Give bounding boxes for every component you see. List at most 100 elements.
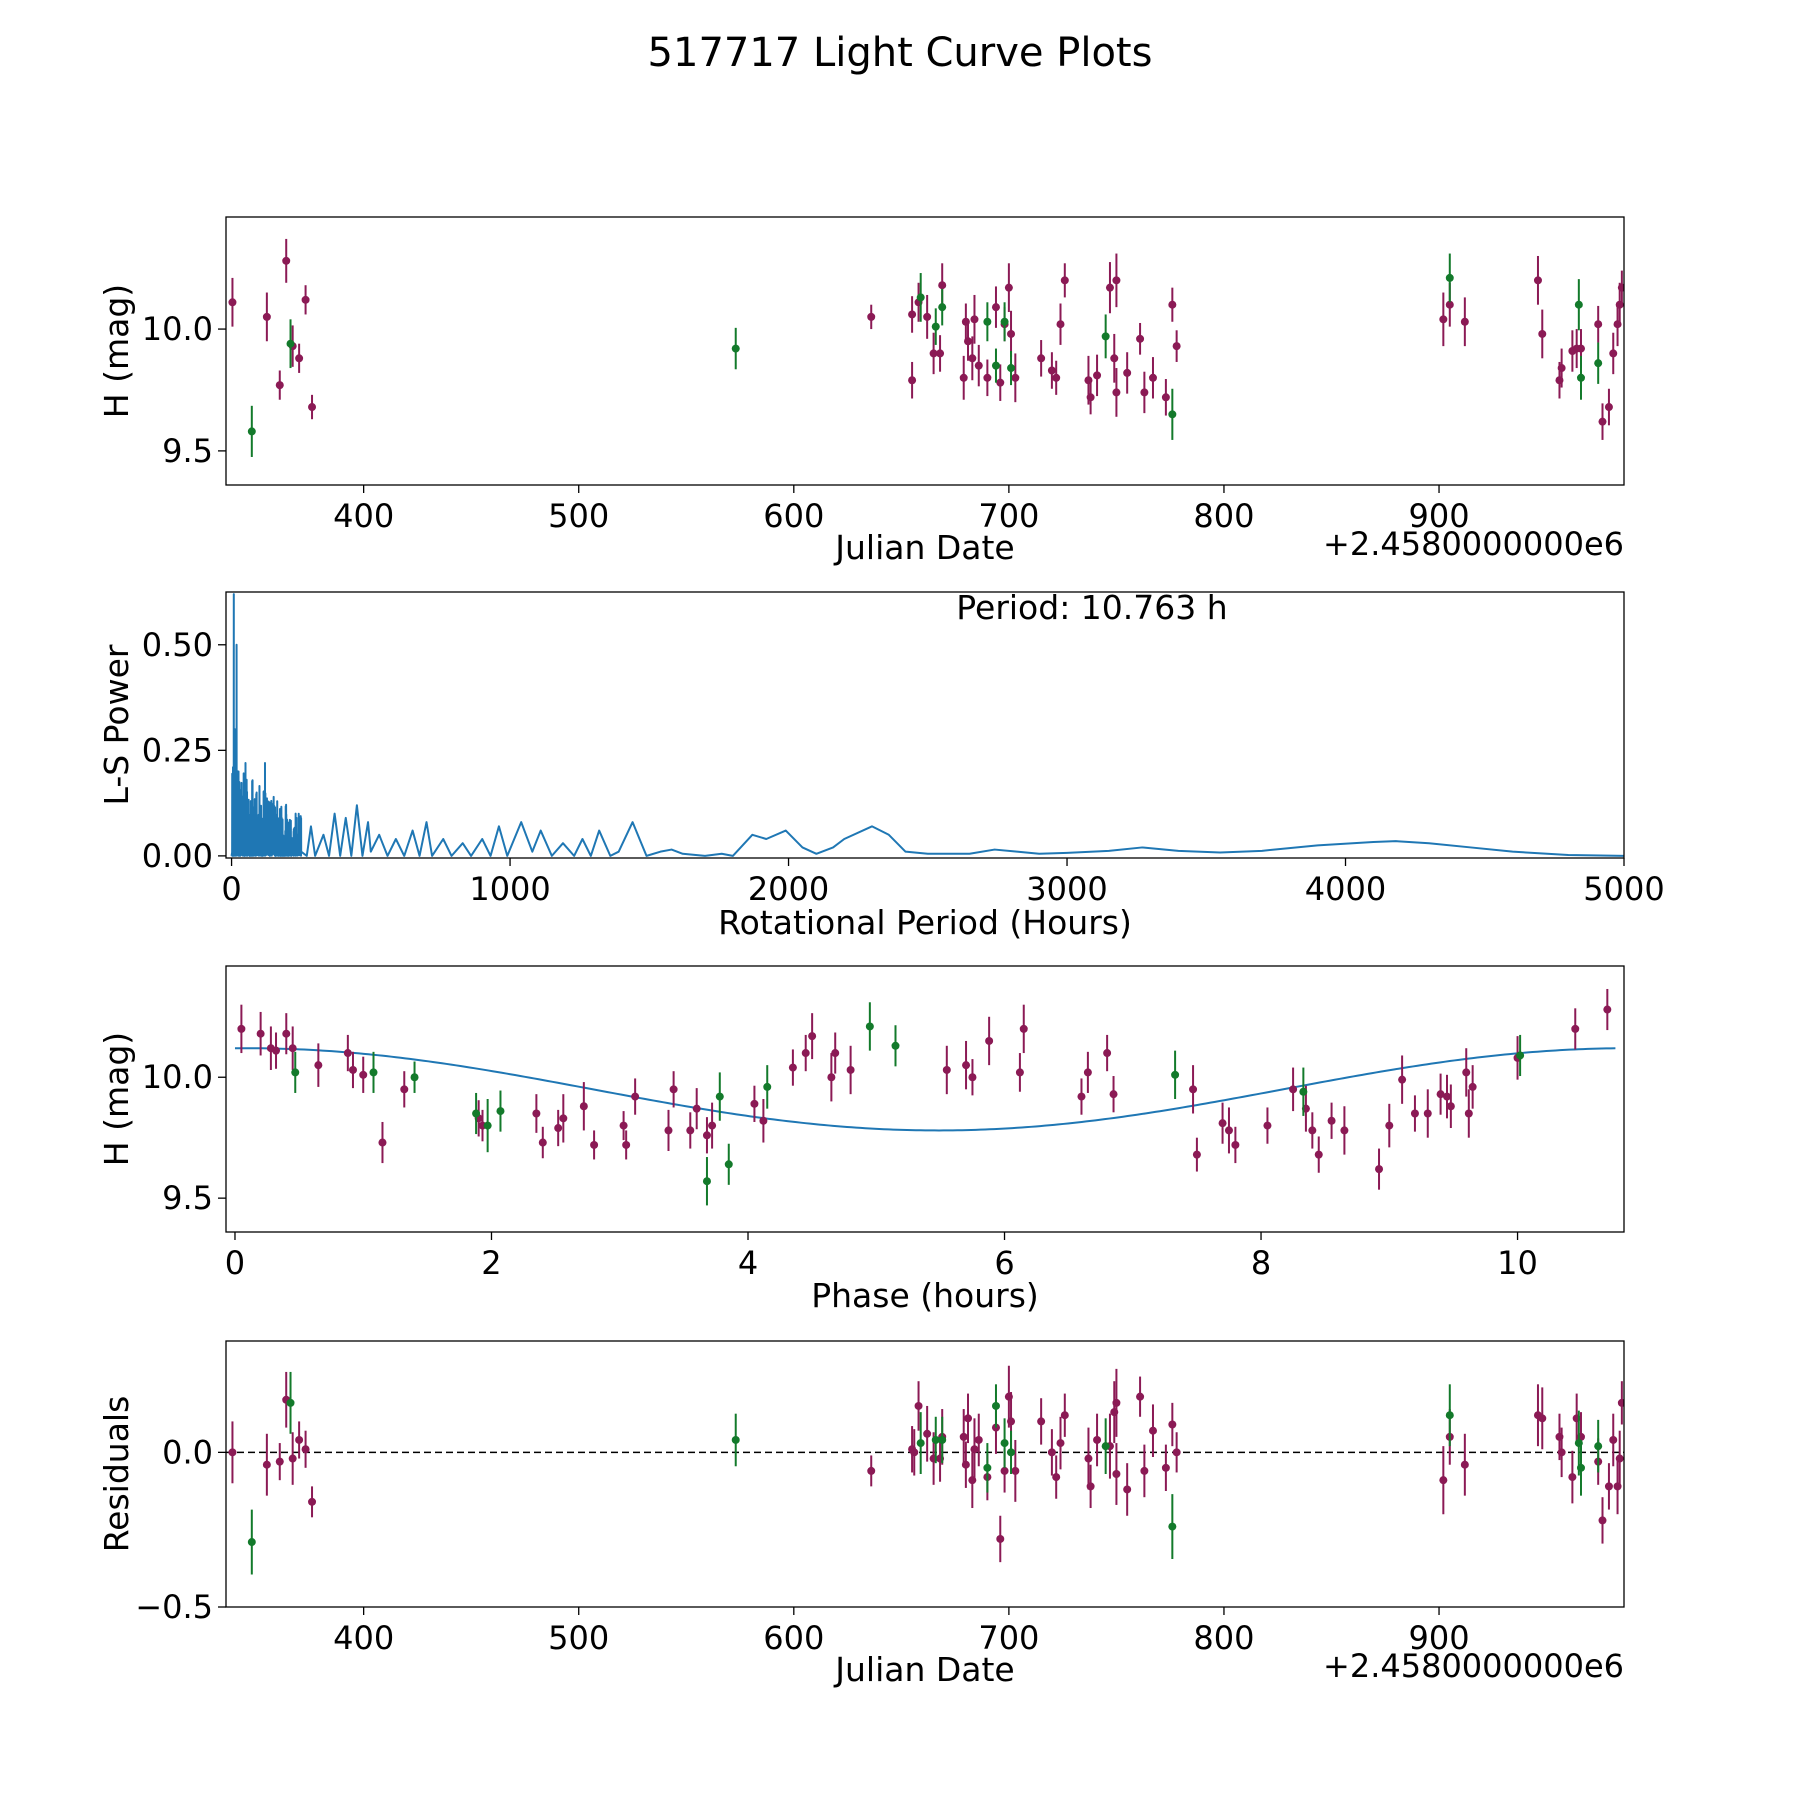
lightcurve-point-band_a: [964, 337, 973, 346]
phased-point-band_a: [1189, 1085, 1198, 1094]
phased-point-band_a: [288, 1044, 297, 1053]
residuals-panel: 400 500 600 700 800 900 −0.5 0.0 Julian Date Re…: [97, 1340, 1625, 1689]
residuals-point-band_b: [938, 1435, 947, 1444]
phased-point-band_a: [1231, 1140, 1240, 1149]
lightcurve-point-band_b: [1101, 332, 1110, 341]
lightcurve-point-band_a: [1594, 320, 1603, 329]
phased-point-band_b: [865, 1022, 874, 1031]
phased-point-band_a: [1446, 1102, 1455, 1111]
residuals-point-band_a: [974, 1435, 983, 1444]
periodogram-frame: [225, 591, 1625, 859]
residuals-xtick-label: 600: [763, 1619, 824, 1657]
periodogram-xlabel: Rotational Period (Hours): [718, 903, 1132, 942]
residuals-point-band_a: [1052, 1473, 1061, 1482]
lightcurve-xtick-label: 900: [1408, 497, 1469, 535]
lightcurve-point-band_b: [991, 361, 1000, 370]
lightcurve-point-band_a: [1168, 300, 1177, 309]
residuals-plot-area: [226, 1365, 1624, 1575]
phased-xtick-label: 2: [481, 1244, 501, 1282]
lightcurve-point-band_b: [1576, 373, 1585, 382]
periodogram-ytick-label: 0.25: [142, 731, 213, 769]
residuals-point-band_b: [1101, 1442, 1110, 1451]
residuals-point-band_a: [308, 1497, 317, 1506]
phased-point-band_a: [1192, 1150, 1201, 1159]
residuals-xlabel: Julian Date: [833, 1650, 1015, 1689]
phased-point-band_a: [1103, 1049, 1112, 1058]
lightcurve-point-band_a: [991, 303, 1000, 312]
phased-point-band_a: [619, 1121, 628, 1130]
residuals-point-band_b: [991, 1401, 1000, 1410]
phased-point-band_a: [538, 1138, 547, 1147]
phased-point-band_a: [1423, 1109, 1432, 1118]
residuals-point-band_a: [970, 1445, 979, 1454]
residuals-point-band_a: [295, 1435, 304, 1444]
phased-point-band_a: [1109, 1090, 1118, 1099]
lightcurve-point-band_a: [1086, 393, 1095, 402]
lightcurve-point-band_a: [282, 256, 291, 265]
phased-point-band_a: [962, 1061, 971, 1070]
lightcurve-point-band_a: [1460, 317, 1469, 326]
phased-ticks: 0 2 4 6 8 10 9.5 10.0: [142, 1058, 1538, 1282]
phased-xtick-label: 8: [1251, 1244, 1271, 1282]
phased-point-band_a: [579, 1102, 588, 1111]
lightcurve-point-band_a: [929, 349, 938, 358]
phased-point-band_b: [763, 1082, 772, 1091]
phased-point-band_b: [702, 1177, 711, 1186]
lightcurve-point-band_a: [262, 312, 271, 321]
residuals-point-band_a: [1084, 1454, 1093, 1463]
lightcurve-point-band_a: [1439, 315, 1448, 324]
phased-point-band_a: [1385, 1121, 1394, 1130]
lightcurve-point-band_a: [1533, 276, 1542, 285]
phased-point-band_b: [369, 1068, 378, 1077]
phased-point-band_a: [272, 1046, 281, 1055]
residuals-point-band_a: [1617, 1398, 1624, 1407]
phased-point-band_a: [1410, 1109, 1419, 1118]
residuals-point-band_a: [1037, 1417, 1046, 1426]
residuals-point-band_b: [1576, 1463, 1585, 1472]
phased-point-band_b: [496, 1107, 505, 1116]
phased-point-band_a: [759, 1116, 768, 1125]
phased-ytick-label: 10.0: [142, 1058, 213, 1096]
phased-point-band_b: [724, 1160, 733, 1169]
periodogram-ytick-label: 0.50: [142, 626, 213, 664]
lightcurve-point-band_a: [1576, 344, 1585, 353]
residuals-point-band_a: [1568, 1473, 1577, 1482]
residuals-point-band_b: [916, 1439, 925, 1448]
phased-point-band_b: [1516, 1051, 1525, 1060]
residuals-xtick-label: 800: [1193, 1619, 1254, 1657]
residuals-xtick-label: 400: [333, 1619, 394, 1657]
phased-point-band_a: [554, 1124, 563, 1133]
phased-point-band_a: [282, 1029, 291, 1038]
residuals-point-band_a: [1140, 1466, 1149, 1475]
lightcurve-point-band_a: [1172, 342, 1181, 351]
phased-point-band_a: [1436, 1090, 1445, 1099]
periodogram-power-line: [230, 593, 1624, 857]
lightcurve-xtick-label: 700: [978, 497, 1039, 535]
lightcurve-point-band_a: [1105, 283, 1114, 292]
phased-point-band_a: [631, 1092, 640, 1101]
lightcurve-panel: 400 500 600 700 800 900 9.5 10.0 Julian Date H …: [97, 216, 1625, 567]
lightcurve-point-band_a: [1148, 373, 1157, 382]
lightcurve-point-band_a: [1136, 334, 1145, 343]
residuals-ylabel: Residuals: [97, 1396, 136, 1553]
phased-point-band_a: [237, 1024, 246, 1033]
phased-point-band_a: [808, 1032, 817, 1041]
residuals-point-band_a: [996, 1534, 1005, 1543]
residuals-point-band_a: [867, 1466, 876, 1475]
residuals-point-band_b: [731, 1435, 740, 1444]
phased-point-band_a: [622, 1140, 631, 1149]
lightcurve-xlabel: Julian Date: [833, 528, 1015, 567]
residuals-point-band_a: [275, 1457, 284, 1466]
lightcurve-point-band_a: [1004, 283, 1013, 292]
phased-point-band_a: [532, 1109, 541, 1118]
lightcurve-point-band_a: [936, 349, 945, 358]
lightcurve-point-band_a: [983, 373, 992, 382]
phased-point-band_b: [483, 1121, 492, 1130]
phased-point-band_a: [708, 1121, 717, 1130]
phased-point-band_a: [788, 1063, 797, 1072]
lightcurve-point-band_a: [1609, 349, 1618, 358]
residuals-point-band_b: [1445, 1411, 1454, 1420]
phased-point-band_b: [291, 1068, 300, 1077]
